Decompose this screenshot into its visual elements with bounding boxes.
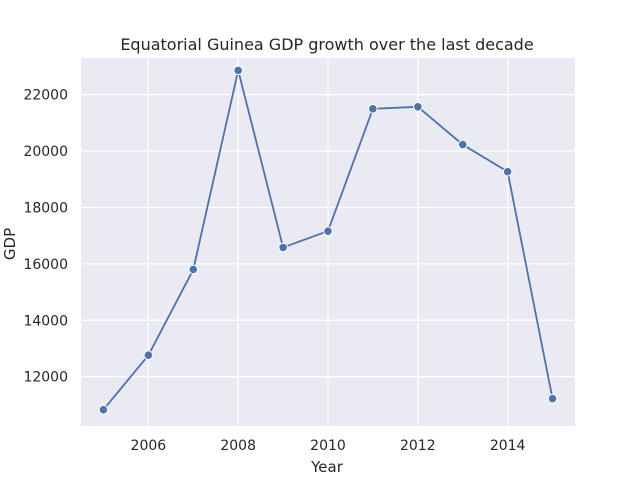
gdp-markers	[98, 65, 558, 415]
chart-title: Equatorial Guinea GDP growth over the la…	[120, 35, 533, 54]
data-point-2014	[502, 166, 513, 177]
data-point-2009	[278, 242, 288, 253]
y-axis-label: GDP	[1, 228, 19, 260]
x-tick-labels: 2006 2008 2010 2012 2014	[131, 438, 526, 454]
y-tick-labels: 12000 14000 16000 18000 20000 22000	[23, 88, 68, 386]
x-gridlines	[147, 58, 509, 426]
x-tick-label-2006: 2006	[131, 438, 167, 454]
data-point-2013	[457, 139, 468, 150]
data-point-2011	[368, 103, 378, 114]
y-tick-label-14000: 14000	[23, 313, 68, 329]
data-point-2010	[323, 226, 333, 236]
y-gridlines	[81, 94, 575, 378]
y-tick-label-20000: 20000	[23, 144, 68, 160]
data-point-2007	[188, 264, 199, 275]
data-point-2006	[143, 350, 154, 361]
y-tick-label-18000: 18000	[23, 200, 68, 216]
data-point-2012	[413, 101, 423, 112]
data-point-2005	[98, 404, 109, 415]
x-tick-label-2008: 2008	[220, 438, 256, 454]
y-tick-label-16000: 16000	[23, 257, 68, 273]
data-point-2008	[233, 65, 243, 76]
x-tick-label-2012: 2012	[400, 438, 436, 454]
y-tick-label-22000: 22000	[23, 88, 68, 104]
x-tick-label-2014: 2014	[490, 438, 526, 454]
data-point-2015	[547, 393, 558, 404]
x-axis-label: Year	[310, 458, 344, 476]
y-tick-label-12000: 12000	[23, 370, 68, 386]
x-tick-label-2010: 2010	[310, 438, 346, 454]
